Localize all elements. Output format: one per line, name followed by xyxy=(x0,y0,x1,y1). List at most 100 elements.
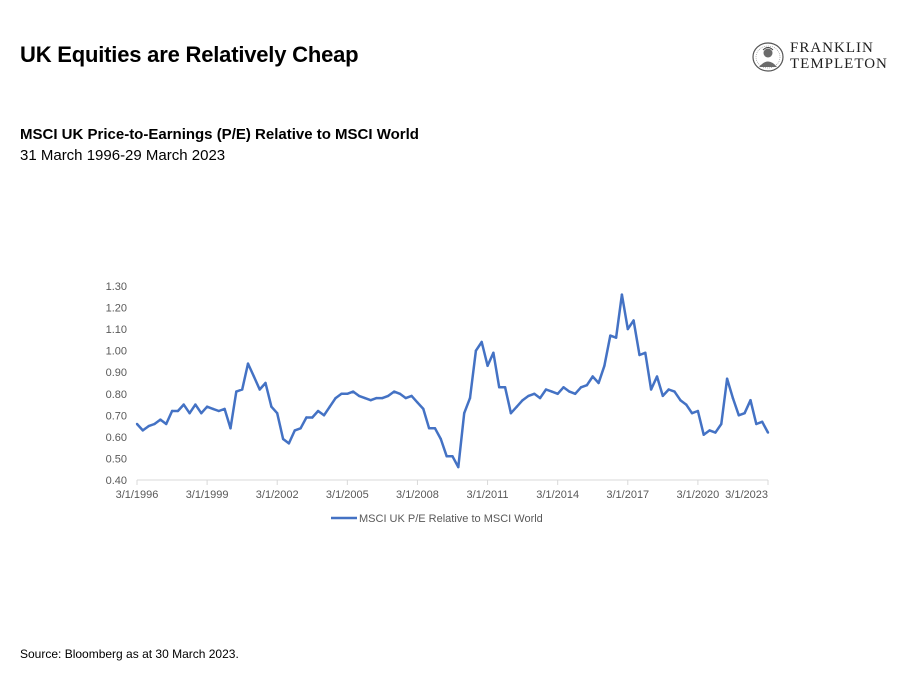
data-point xyxy=(246,362,250,365)
data-point xyxy=(381,396,384,400)
data-point xyxy=(398,392,402,395)
data-point xyxy=(761,420,764,423)
data-point xyxy=(305,416,308,419)
data-point xyxy=(755,422,758,426)
data-point xyxy=(714,431,717,434)
data-point xyxy=(293,429,296,432)
data-point xyxy=(316,409,320,413)
data-point xyxy=(579,386,583,389)
data-point xyxy=(322,414,326,417)
data-point xyxy=(468,396,472,400)
data-point xyxy=(439,437,442,441)
data-point xyxy=(387,394,390,398)
y-axis-labels: 1.30 1.20 1.10 1.00 0.90 0.80 0.70 0.60 0.50 0.40 xyxy=(106,281,127,487)
data-point xyxy=(463,412,466,415)
data-point xyxy=(416,401,419,404)
y-tick-label: 0.60 xyxy=(106,432,127,444)
data-point xyxy=(363,396,367,400)
data-point xyxy=(357,394,361,398)
data-point xyxy=(457,465,460,469)
chart-subtitle: 31 March 1996-29 March 2023 xyxy=(20,147,226,164)
data-point xyxy=(538,396,542,400)
data-point xyxy=(661,394,664,398)
series-line xyxy=(136,293,770,469)
x-axis-ticks xyxy=(136,480,769,485)
y-tick-label: 0.70 xyxy=(106,410,127,422)
data-point xyxy=(544,388,548,391)
data-point xyxy=(644,351,647,354)
data-point xyxy=(585,384,589,387)
y-tick-label: 0.80 xyxy=(106,389,127,401)
data-point xyxy=(188,412,191,415)
data-point xyxy=(422,407,425,411)
data-point xyxy=(165,422,168,426)
data-point xyxy=(515,405,518,408)
data-point xyxy=(299,427,302,430)
x-tick-label: 3/1/2017 xyxy=(606,489,649,501)
data-point xyxy=(638,353,641,357)
data-point xyxy=(679,399,682,402)
logo-line-templeton: TEMPLETON xyxy=(790,56,888,72)
chart-title: MSCI UK Price-to-Earnings (P/E) Relative… xyxy=(20,126,419,143)
data-point xyxy=(141,429,144,432)
data-point xyxy=(410,394,413,398)
y-tick-label: 0.90 xyxy=(106,367,127,379)
data-point xyxy=(147,424,150,428)
data-point xyxy=(498,386,501,389)
data-point xyxy=(690,412,694,415)
data-point xyxy=(311,416,314,419)
data-point xyxy=(550,390,553,393)
series-lines xyxy=(136,293,770,469)
data-point xyxy=(632,319,635,322)
data-point xyxy=(743,412,746,415)
x-tick-label: 3/1/2011 xyxy=(467,489,509,501)
chart-legend: MSCI UK P/E Relative to MSCI World xyxy=(331,513,543,525)
data-point xyxy=(241,388,244,391)
data-point xyxy=(503,386,507,389)
data-point xyxy=(229,427,232,430)
data-point xyxy=(673,390,676,393)
data-point xyxy=(352,390,355,393)
data-point xyxy=(614,336,618,339)
y-tick-label: 1.20 xyxy=(106,303,127,315)
data-point xyxy=(737,414,740,417)
data-point xyxy=(533,392,536,395)
logo-line-franklin: FRANKLIN xyxy=(790,40,874,56)
series-points xyxy=(135,293,770,469)
data-point xyxy=(182,403,185,406)
data-point xyxy=(340,392,343,395)
data-point xyxy=(474,349,478,352)
data-point xyxy=(620,293,624,296)
data-point xyxy=(749,399,752,402)
data-point xyxy=(159,418,162,421)
data-point xyxy=(685,403,688,406)
data-point xyxy=(217,409,220,413)
data-point xyxy=(287,442,291,445)
data-point xyxy=(655,375,659,378)
data-point xyxy=(404,396,407,400)
data-point xyxy=(521,399,524,402)
data-point xyxy=(264,381,267,385)
data-point xyxy=(649,388,653,391)
data-point xyxy=(568,390,571,393)
data-point xyxy=(392,390,396,393)
data-point xyxy=(211,407,215,411)
x-axis-labels: 3/1/1996 3/1/1999 3/1/2002 3/1/2005 3/1/2008… xyxy=(116,489,768,501)
x-tick-label: 3/1/2002 xyxy=(256,489,299,501)
x-tick-label: 3/1/2023 xyxy=(725,489,768,501)
data-point xyxy=(725,377,729,380)
x-tick-label: 3/1/1996 xyxy=(116,489,159,501)
data-point xyxy=(696,409,700,413)
data-point xyxy=(235,390,238,393)
page-title: UK Equities are Relatively Cheap xyxy=(20,42,359,67)
data-point xyxy=(194,403,197,406)
data-point xyxy=(346,392,349,395)
data-point xyxy=(562,386,565,389)
data-point xyxy=(281,437,285,441)
data-point xyxy=(609,334,612,337)
data-point xyxy=(205,405,209,408)
data-point xyxy=(556,392,559,395)
data-point xyxy=(170,409,174,413)
data-point xyxy=(445,455,448,458)
